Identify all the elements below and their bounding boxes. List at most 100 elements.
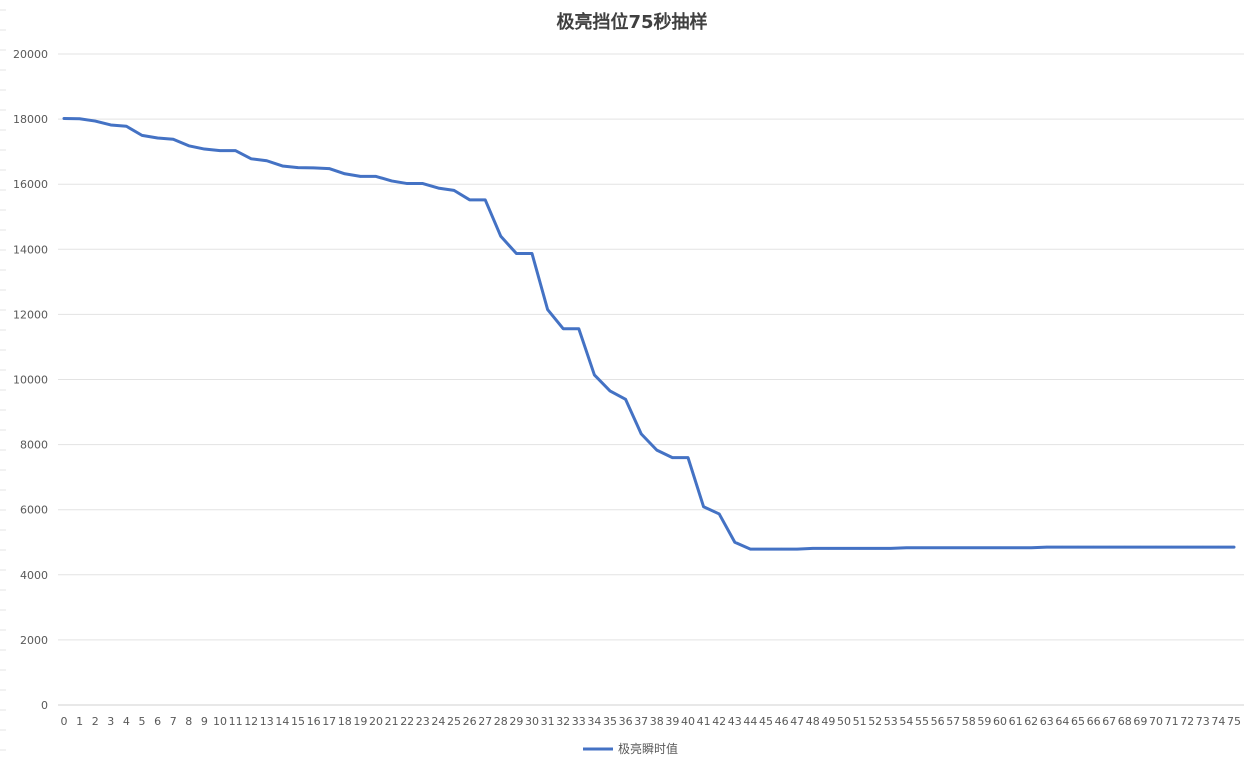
- x-tick-label: 73: [1196, 715, 1210, 728]
- x-tick-label: 69: [1133, 715, 1147, 728]
- series-group: [62, 116, 1236, 551]
- x-tick-label: 5: [139, 715, 146, 728]
- x-tick-label: 33: [572, 715, 586, 728]
- x-tick-label: 25: [447, 715, 461, 728]
- x-tick-label: 68: [1118, 715, 1132, 728]
- x-tick-label: 29: [509, 715, 523, 728]
- x-tick-label: 59: [977, 715, 991, 728]
- data-point: [1123, 545, 1127, 549]
- data-point: [640, 432, 643, 436]
- legend: 极亮瞬时值: [583, 741, 678, 756]
- x-tick-label: 18: [338, 715, 352, 728]
- data-point: [718, 512, 721, 516]
- x-tick-label: 42: [712, 715, 726, 728]
- x-tick-label: 57: [946, 715, 960, 728]
- x-tick-label: 75: [1227, 715, 1241, 728]
- x-tick-label: 38: [650, 715, 664, 728]
- data-point: [250, 157, 253, 161]
- data-point: [125, 125, 128, 128]
- y-tick-label: 20000: [13, 48, 48, 61]
- y-axis-tick-labels: 0 2000 4000 6000 8000 10000 12000 14000 16000 180…: [13, 48, 48, 712]
- x-tick-label: 13: [260, 715, 274, 728]
- data-point: [468, 198, 471, 202]
- data-point: [296, 166, 300, 169]
- x-tick-label: 37: [634, 715, 648, 728]
- x-tick-label: 34: [587, 715, 601, 728]
- data-point: [390, 179, 393, 183]
- data-point: [172, 138, 175, 141]
- data-point: [998, 546, 1002, 549]
- y-tick-label: 16000: [13, 178, 48, 191]
- data-point: [1217, 545, 1220, 549]
- data-point: [983, 546, 986, 549]
- data-point: [1092, 545, 1095, 549]
- data-point: [811, 547, 814, 550]
- data-point: [312, 166, 315, 170]
- x-tick-label: 50: [837, 715, 851, 728]
- data-point: [608, 389, 612, 393]
- data-point: [905, 546, 908, 549]
- y-tick-label: 8000: [20, 439, 48, 452]
- data-point: [1045, 545, 1049, 549]
- x-tick-label: 40: [681, 715, 695, 728]
- x-tick-label: 53: [884, 715, 898, 728]
- x-tick-label: 14: [275, 715, 289, 728]
- x-tick-label: 19: [353, 715, 367, 728]
- y-tick-label: 10000: [13, 374, 48, 387]
- x-tick-label: 2: [92, 715, 99, 728]
- data-point: [577, 327, 580, 330]
- legend-label: 极亮瞬时值: [618, 741, 678, 756]
- data-point: [203, 147, 206, 151]
- x-tick-label: 43: [728, 715, 742, 728]
- x-tick-label: 27: [478, 715, 492, 728]
- x-tick-label: 63: [1040, 715, 1054, 728]
- x-tick-label: 49: [821, 715, 835, 728]
- x-tick-label: 52: [868, 715, 882, 728]
- data-point: [796, 547, 799, 551]
- data-point: [265, 159, 268, 162]
- data-point: [655, 448, 658, 452]
- x-tick-label: 70: [1149, 715, 1163, 728]
- x-tick-label: 39: [665, 715, 679, 728]
- x-tick-label: 15: [291, 715, 305, 728]
- x-tick-label: 54: [899, 715, 913, 728]
- x-tick-label: 61: [1009, 715, 1023, 728]
- data-point: [1076, 545, 1080, 549]
- data-point: [1201, 545, 1205, 549]
- y-tick-label: 18000: [13, 113, 48, 126]
- data-point: [749, 547, 752, 551]
- data-point: [1139, 545, 1142, 549]
- x-tick-label: 51: [853, 715, 867, 728]
- x-tick-label: 12: [244, 715, 258, 728]
- x-tick-label: 22: [400, 715, 414, 728]
- x-tick-label: 72: [1180, 715, 1194, 728]
- data-point: [858, 547, 861, 550]
- x-tick-label: 1: [76, 715, 83, 728]
- data-point: [187, 144, 190, 147]
- data-point: [780, 547, 783, 551]
- x-tick-label: 74: [1211, 715, 1225, 728]
- x-tick-label: 21: [385, 715, 399, 728]
- x-tick-label: 17: [322, 715, 336, 728]
- data-point: [546, 308, 549, 311]
- data-point: [452, 189, 456, 192]
- data-point: [78, 117, 81, 120]
- data-point: [234, 149, 237, 152]
- x-tick-label: 47: [790, 715, 804, 728]
- x-tick-label: 71: [1165, 715, 1179, 728]
- data-point: [562, 327, 565, 330]
- y-tick-label: 6000: [20, 504, 48, 517]
- x-tick-label: 0: [61, 715, 68, 728]
- x-tick-label: 45: [759, 715, 773, 728]
- data-point: [952, 546, 955, 549]
- x-tick-label: 67: [1102, 715, 1116, 728]
- x-tick-label: 58: [962, 715, 976, 728]
- data-point: [109, 123, 113, 127]
- x-tick-label: 11: [229, 715, 243, 728]
- x-tick-label: 62: [1024, 715, 1038, 728]
- x-tick-label: 44: [743, 715, 757, 728]
- x-tick-label: 10: [213, 715, 227, 728]
- x-tick-label: 4: [123, 715, 130, 728]
- data-point: [437, 186, 440, 190]
- x-tick-label: 60: [993, 715, 1007, 728]
